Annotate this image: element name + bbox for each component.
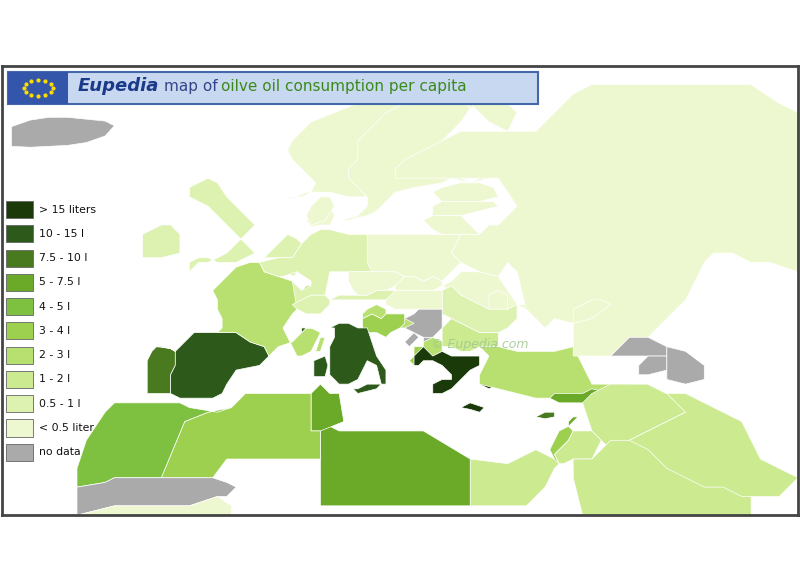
Polygon shape bbox=[433, 202, 498, 216]
Text: Eupedia: Eupedia bbox=[78, 77, 159, 95]
Polygon shape bbox=[353, 384, 382, 393]
Text: 4 - 5 l: 4 - 5 l bbox=[38, 302, 70, 311]
FancyBboxPatch shape bbox=[6, 225, 33, 242]
Polygon shape bbox=[290, 270, 297, 275]
Text: 0.5 - 1 l: 0.5 - 1 l bbox=[38, 399, 80, 409]
Polygon shape bbox=[302, 323, 386, 384]
Polygon shape bbox=[362, 314, 405, 338]
Polygon shape bbox=[395, 277, 442, 290]
Polygon shape bbox=[349, 272, 405, 295]
Polygon shape bbox=[142, 225, 180, 258]
Polygon shape bbox=[147, 347, 175, 393]
Polygon shape bbox=[395, 84, 798, 356]
Polygon shape bbox=[339, 89, 470, 220]
FancyBboxPatch shape bbox=[6, 347, 33, 364]
Polygon shape bbox=[292, 295, 330, 314]
Text: © Eupedia.com: © Eupedia.com bbox=[431, 338, 528, 351]
Polygon shape bbox=[479, 375, 498, 389]
Text: > 15 liters: > 15 liters bbox=[38, 205, 96, 214]
Polygon shape bbox=[442, 286, 517, 333]
Polygon shape bbox=[311, 384, 344, 431]
FancyBboxPatch shape bbox=[6, 322, 33, 339]
Text: 5 - 7.5 l: 5 - 7.5 l bbox=[38, 277, 80, 288]
Polygon shape bbox=[162, 393, 321, 478]
Polygon shape bbox=[610, 338, 667, 356]
Polygon shape bbox=[442, 272, 610, 328]
Text: 1 - 2 l: 1 - 2 l bbox=[38, 375, 70, 385]
Polygon shape bbox=[536, 412, 554, 419]
Text: 3 - 4 l: 3 - 4 l bbox=[38, 326, 70, 336]
Polygon shape bbox=[489, 290, 508, 309]
Polygon shape bbox=[264, 234, 302, 258]
FancyBboxPatch shape bbox=[9, 71, 538, 104]
Polygon shape bbox=[367, 234, 461, 281]
Text: 2 - 3 l: 2 - 3 l bbox=[38, 350, 70, 360]
Polygon shape bbox=[11, 117, 114, 147]
Polygon shape bbox=[582, 384, 686, 450]
FancyBboxPatch shape bbox=[9, 71, 68, 104]
Polygon shape bbox=[213, 263, 321, 356]
Polygon shape bbox=[569, 417, 578, 426]
Polygon shape bbox=[423, 338, 442, 356]
Polygon shape bbox=[306, 202, 334, 227]
Polygon shape bbox=[638, 356, 667, 375]
Polygon shape bbox=[461, 403, 484, 412]
FancyBboxPatch shape bbox=[6, 395, 33, 413]
Text: no data: no data bbox=[38, 447, 80, 457]
Polygon shape bbox=[451, 234, 536, 277]
Polygon shape bbox=[147, 333, 269, 398]
Polygon shape bbox=[554, 431, 602, 464]
Polygon shape bbox=[314, 356, 328, 376]
Text: map of: map of bbox=[164, 78, 222, 94]
Polygon shape bbox=[423, 216, 479, 234]
Polygon shape bbox=[306, 197, 334, 225]
Polygon shape bbox=[667, 347, 704, 384]
FancyBboxPatch shape bbox=[6, 201, 33, 218]
FancyBboxPatch shape bbox=[6, 371, 33, 388]
Polygon shape bbox=[414, 347, 479, 393]
Polygon shape bbox=[77, 478, 236, 515]
Polygon shape bbox=[259, 229, 377, 309]
FancyBboxPatch shape bbox=[6, 298, 33, 315]
Polygon shape bbox=[190, 178, 255, 272]
Polygon shape bbox=[77, 403, 231, 487]
FancyBboxPatch shape bbox=[6, 419, 33, 436]
Polygon shape bbox=[405, 309, 442, 338]
FancyBboxPatch shape bbox=[6, 444, 33, 461]
Polygon shape bbox=[423, 338, 442, 347]
Polygon shape bbox=[316, 338, 325, 352]
Polygon shape bbox=[405, 333, 418, 347]
Polygon shape bbox=[550, 426, 574, 464]
FancyBboxPatch shape bbox=[6, 274, 33, 291]
Polygon shape bbox=[470, 450, 559, 506]
Polygon shape bbox=[451, 84, 526, 183]
Polygon shape bbox=[321, 422, 470, 506]
Polygon shape bbox=[433, 183, 498, 202]
Text: oilve oil consumption per capita: oilve oil consumption per capita bbox=[221, 78, 466, 94]
Polygon shape bbox=[550, 389, 630, 403]
Polygon shape bbox=[362, 304, 386, 318]
Polygon shape bbox=[410, 347, 433, 365]
Polygon shape bbox=[630, 384, 798, 497]
Text: 7.5 - 10 l: 7.5 - 10 l bbox=[38, 253, 87, 263]
Polygon shape bbox=[377, 314, 414, 328]
Polygon shape bbox=[574, 412, 751, 571]
FancyBboxPatch shape bbox=[6, 250, 33, 267]
Polygon shape bbox=[442, 318, 498, 352]
Text: 10 - 15 l: 10 - 15 l bbox=[38, 229, 84, 239]
Polygon shape bbox=[283, 75, 508, 199]
Polygon shape bbox=[479, 347, 630, 403]
Polygon shape bbox=[386, 290, 442, 309]
Polygon shape bbox=[77, 497, 236, 581]
Text: < 0.5 liter: < 0.5 liter bbox=[38, 423, 94, 433]
Polygon shape bbox=[259, 258, 292, 277]
Polygon shape bbox=[330, 290, 395, 300]
